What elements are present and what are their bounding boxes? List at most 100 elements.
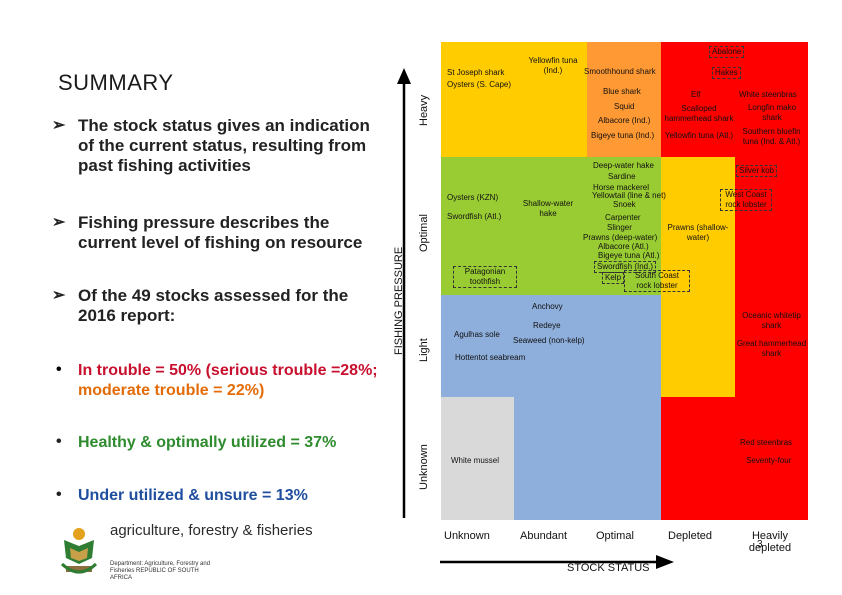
stock-label: Blue shark (603, 87, 641, 96)
stock-label: Red steenbras (740, 438, 793, 447)
col-label-unknown: Unknown (444, 530, 490, 542)
stock-label: Prawns (deep-water) (583, 233, 658, 242)
stock-label: Slinger (607, 223, 632, 232)
col-label-heavily-depleted: Heavily depleted (748, 530, 792, 554)
cell-unknown-optimal (587, 397, 661, 520)
col-label-abundant: Abundant (520, 530, 568, 542)
sub-bullet-text: Healthy & optimally utilized = 37% (78, 434, 337, 451)
stock-label: Elf (691, 90, 701, 99)
stock-label: Snoek (613, 200, 636, 209)
stock-label: Shallow-water hake (522, 199, 574, 218)
stock-label: Southern bluefin tuna (Ind. & Atl.) (742, 127, 801, 146)
bullet-stock-status: ➢ The stock status gives an indication o… (52, 116, 388, 176)
stock-label: Kelp (602, 272, 625, 284)
stock-label: Bigeye tuna (Ind.) (591, 131, 655, 140)
stock-label: Scalloped hammerhead shark (664, 104, 734, 123)
stock-label: Oysters (S. Cape) (447, 80, 512, 89)
stock-label: Swordfish (Ind.) (594, 261, 657, 273)
sub-bullet-text: Under utilized & unsure = 13% (78, 487, 308, 504)
cell-heavy-optimal (587, 42, 661, 157)
department-small-text: Department: Agriculture, Forestry and Fi… (110, 561, 211, 581)
cell-heavy-heavily-depleted (735, 42, 808, 157)
arrow-bullet-icon: ➢ (52, 287, 66, 304)
bullet-stocks-assessed: ➢ Of the 49 stocks assessed for the 2016… (52, 286, 378, 326)
stock-label: Hottentot seabream (455, 353, 526, 362)
stock-label: Abalone (709, 46, 745, 58)
cell-unknown-abundant (514, 397, 587, 520)
stock-label: Yellowfin tuna (Atl.) (664, 131, 734, 140)
row-label-unknown: Unknown (418, 444, 430, 490)
arrow-bullet-icon: ➢ (52, 214, 66, 231)
stock-label: Agulhas sole (454, 330, 500, 339)
col-label-depleted: Depleted (668, 530, 713, 542)
dot-bullet-icon: • (56, 486, 62, 503)
stock-label: Hakes (712, 67, 741, 79)
stock-label: Longfin mako shark (747, 103, 797, 122)
col-label-optimal: Optimal (596, 530, 634, 542)
stock-label: Seventy-four (746, 456, 792, 465)
stock-label: Horse mackerel (593, 183, 650, 192)
sub-bullet-healthy: • Healthy & optimally utilized = 37% (56, 433, 378, 453)
cell-light-depleted (661, 295, 735, 397)
x-axis-title: STOCK STATUS (567, 562, 650, 574)
cell-heavy-depleted (661, 42, 735, 157)
stock-label: Oysters (KZN) (447, 193, 499, 202)
cell-optimal-heavily-depleted (735, 157, 808, 295)
cell-light-heavily-depleted (735, 295, 808, 397)
bullet-text: The stock status gives an indication of … (78, 116, 370, 175)
row-label-heavy: Heavy (418, 94, 430, 126)
stock-label: Oceanic whitetip shark (742, 311, 801, 330)
stock-label: Patagonian toothfish (453, 266, 517, 288)
sub-bullet-orange-text: moderate trouble = 22%) (78, 382, 265, 399)
stock-label: White steenbras (739, 90, 797, 99)
sub-bullet-in-trouble: • In trouble = 50% (serious trouble =28%… (56, 361, 378, 401)
stock-label: St Joseph shark (447, 68, 505, 77)
y-axis-title: FISHING PRESSURE (393, 246, 405, 355)
stock-label: Great hammerhead shark (736, 339, 807, 358)
arrow-bullet-icon: ➢ (52, 117, 66, 134)
bullet-text: Of the 49 stocks assessed for the 2016 r… (78, 286, 349, 325)
cell-light-abundant (514, 295, 587, 397)
stock-label: Swordfish (Atl.) (447, 212, 502, 221)
cell-optimal-abundant (514, 157, 587, 295)
stock-label: West Coast rock lobster (720, 189, 772, 211)
cell-optimal-depleted (661, 157, 735, 295)
cell-unknown-heavily-depleted (735, 397, 808, 520)
stock-label: Carpenter (605, 213, 641, 222)
sub-bullet-under-utilized: • Under utilized & unsure = 13% (56, 486, 378, 506)
row-label-light: Light (418, 338, 430, 362)
stock-label: White mussel (451, 456, 500, 465)
stock-label: Redeye (533, 321, 561, 330)
department-name: agriculture, forestry & fisheries (110, 522, 313, 539)
stock-label: South Coast rock lobster (624, 270, 690, 292)
stock-label: Seaweed (non-kelp) (513, 336, 585, 345)
slide-title: SUMMARY (58, 70, 174, 95)
stock-label: Albacore (Atl.) (598, 242, 649, 251)
dot-bullet-icon: • (56, 433, 62, 450)
page-number: 3 (757, 539, 763, 550)
stock-label: Smoothhound shark (584, 67, 656, 76)
axes-arrows (397, 68, 674, 569)
row-label-optimal: Optimal (418, 214, 430, 252)
stock-label: Silver kob (736, 165, 778, 177)
stock-label: Yellowfin tuna (Ind.) (528, 56, 578, 75)
cell-unknown-depleted (661, 397, 735, 520)
stock-label: Deep-water hake (593, 161, 654, 170)
coat-of-arms-logo (60, 528, 98, 574)
stock-label: Yellowtail (line & net) (592, 191, 666, 200)
dot-bullet-icon: • (56, 361, 62, 378)
cell-heavy-unknown (441, 42, 514, 157)
cell-light-unknown (441, 295, 514, 397)
bullet-text: Fishing pressure describes the current l… (78, 213, 363, 252)
cell-unknown-unknown (441, 397, 514, 520)
stock-label: Albacore (Ind.) (598, 116, 651, 125)
bullet-fishing-pressure: ➢ Fishing pressure describes the current… (52, 213, 378, 253)
stock-label: Sardine (608, 172, 636, 181)
cell-heavy-abundant (514, 42, 587, 157)
stock-label: Prawns (shallow-water) (667, 223, 729, 242)
stock-label: Anchovy (532, 302, 563, 311)
cell-light-optimal (587, 295, 661, 397)
sub-bullet-red-text: In trouble = 50% (serious trouble =28%; (78, 362, 378, 379)
stock-label: Squid (614, 102, 635, 111)
stock-label: Bigeye tuna (Atl.) (598, 251, 660, 260)
